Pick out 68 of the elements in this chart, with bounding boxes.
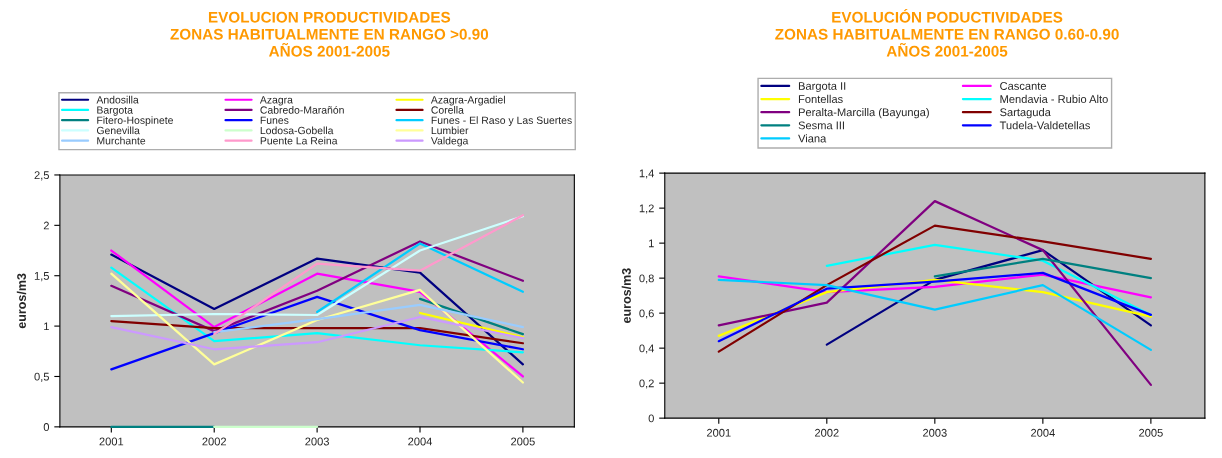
x-tick-label: 2005: [1139, 428, 1163, 437]
legend-label: Andosilla: [96, 95, 139, 104]
y-tick-label: 0,4: [639, 344, 655, 354]
y-tick-label: 1,4: [639, 169, 655, 179]
legend-label: Bargota: [97, 106, 133, 116]
line-series: [110, 215, 524, 318]
x-tick-label: 2001: [706, 428, 731, 437]
line-series: [717, 224, 1152, 353]
x-tick-label: 2004: [1031, 428, 1055, 437]
legend-label: Lodosa-Gobella: [260, 126, 334, 135]
y-axis-title: euros/m3: [621, 268, 632, 323]
legend-label: Genevilla: [96, 126, 140, 135]
line-series: [110, 240, 524, 333]
legend-label: Lumbier: [431, 126, 469, 135]
line-series: [213, 303, 524, 334]
legend-label: Azagra-Argadiel: [430, 95, 505, 106]
legend-label: Sartaguda: [1000, 108, 1051, 119]
y-tick-label: 0,5: [34, 372, 49, 382]
y-tick-label: 0: [43, 423, 50, 431]
line-series: [213, 214, 524, 336]
legend-label: Cabredo-Marañón: [260, 105, 344, 114]
line-series: [110, 266, 524, 354]
line-series: [717, 278, 1152, 352]
legend-label: Azagra: [259, 96, 293, 106]
line-series: [110, 315, 524, 351]
legend-label: Tudela-Valdetellas: [999, 121, 1090, 130]
legend-label: Viana: [798, 134, 827, 143]
y-tick-label: 0: [648, 414, 654, 423]
legend-label: Murchante: [97, 136, 146, 145]
x-tick-label: 2003: [923, 428, 947, 437]
line-series: [110, 272, 524, 384]
legend-label: Funes: [260, 116, 289, 124]
y-tick-label: 1: [649, 239, 654, 248]
legend-label: Peralta-Marcilla (Bayunga): [798, 108, 929, 119]
legend-label: Mendavia - Rubio Alto: [1000, 94, 1108, 104]
legend-label: Funes - El Raso y Las Suertes: [431, 116, 572, 127]
y-tick-label: 2,5: [34, 171, 49, 181]
line-series: [717, 271, 1152, 343]
line-series: [825, 243, 1152, 316]
x-tick-label: 2005: [511, 437, 535, 446]
y-tick-label: 0,6: [639, 309, 654, 319]
legend-label: Fitero-Hospinete: [97, 116, 173, 127]
line-series: [717, 278, 1152, 337]
x-tick-label: 2002: [202, 437, 227, 446]
chart-title: EVOLUCIÓN PODUCTIVIDADES ZONAS HABITUALMENTE EN RANGO 0.60-0.90 AÑOS 2001-2005: [775, 8, 1119, 57]
line-series: [110, 295, 524, 371]
x-tick-label: 2003: [305, 437, 329, 446]
line-series: [825, 249, 1152, 346]
x-tick-label: 2001: [99, 437, 124, 446]
legend-label: Valdega: [430, 136, 469, 147]
y-tick-label: 0,2: [639, 379, 654, 389]
y-tick-label: 1: [44, 322, 49, 331]
x-tick-label: 2002: [815, 428, 839, 437]
x-tick-label: 2004: [408, 437, 433, 446]
legend-label: Corella: [431, 106, 464, 114]
chart-title: EVOLUCION PRODUCTIVIDADES ZONAS HABITUALMENTE EN RANGO >0.90 AÑOS 2001-2005: [170, 11, 489, 57]
legend-label: Puente La Reina: [260, 136, 338, 145]
y-tick-label: 1,5: [34, 272, 49, 282]
line-series: [717, 200, 1152, 387]
y-tick-label: 2: [43, 221, 49, 230]
line-series: [717, 273, 1152, 299]
legend-label: Cascante: [1000, 82, 1047, 90]
legend-label: Sesma III: [798, 121, 844, 130]
legend-label: Fontellas: [798, 94, 843, 104]
y-tick-label: 0,8: [639, 274, 654, 284]
legend-label: Bargota II: [798, 82, 846, 93]
y-tick-label: 1,2: [639, 204, 654, 214]
y-axis-title: euros/m3: [16, 273, 27, 329]
